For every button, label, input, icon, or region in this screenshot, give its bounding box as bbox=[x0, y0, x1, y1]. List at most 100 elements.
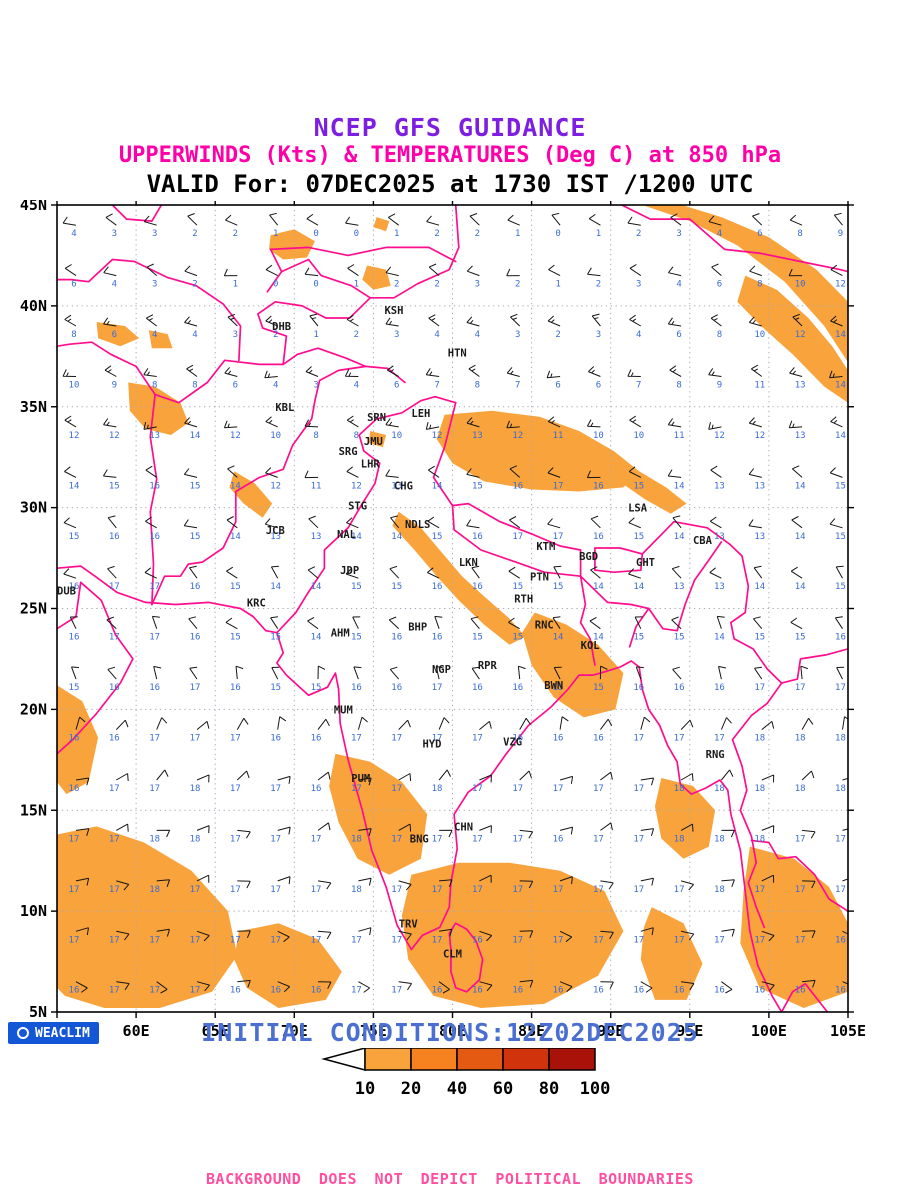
temp-value: 16 bbox=[512, 986, 523, 996]
temp-value: 15 bbox=[795, 633, 806, 643]
temp-value: 17 bbox=[553, 935, 564, 945]
wind-barb bbox=[307, 616, 319, 630]
temp-value: 18 bbox=[149, 885, 160, 895]
border-afghanistan-north bbox=[154, 347, 367, 404]
shaded-region bbox=[96, 322, 140, 347]
city-label: BWN bbox=[544, 680, 563, 692]
wind-barb bbox=[587, 267, 601, 277]
temp-value: 4 bbox=[475, 330, 480, 340]
wind-barb bbox=[506, 367, 520, 377]
temp-value: 17 bbox=[633, 784, 644, 794]
temp-value: 10 bbox=[270, 431, 281, 441]
wind-barb bbox=[600, 880, 614, 890]
temp-value: 16 bbox=[835, 633, 846, 643]
axis-label-lat: 15N bbox=[20, 801, 47, 819]
wind-barb bbox=[64, 314, 77, 327]
temp-value: 13 bbox=[149, 431, 160, 441]
wind-barb bbox=[62, 216, 77, 226]
axis-label-lat: 20N bbox=[20, 700, 47, 718]
temp-value: 0 bbox=[273, 280, 278, 290]
temp-value: 7 bbox=[636, 380, 641, 390]
temp-value: 17 bbox=[512, 885, 523, 895]
wind-barb bbox=[427, 516, 440, 529]
temp-value: 17 bbox=[754, 683, 765, 693]
temp-value: 17 bbox=[754, 935, 765, 945]
temp-value: 16 bbox=[593, 532, 604, 542]
wind-barb bbox=[103, 317, 117, 327]
wind-barb bbox=[508, 566, 520, 579]
wind-barb bbox=[317, 822, 331, 831]
temp-value: 17 bbox=[835, 683, 846, 693]
wind-barb bbox=[308, 515, 319, 529]
border-himalaya-north bbox=[432, 401, 582, 578]
wind-barb bbox=[75, 927, 89, 936]
temp-value: 17 bbox=[432, 885, 443, 895]
temp-value: 14 bbox=[230, 532, 241, 542]
temp-value: 14 bbox=[795, 481, 806, 491]
wind-barb bbox=[309, 313, 319, 327]
temp-value: 16 bbox=[69, 986, 80, 996]
wind-barb bbox=[668, 266, 682, 277]
border-iran-afghanistan bbox=[149, 393, 158, 606]
temp-value: 16 bbox=[674, 683, 685, 693]
temp-value: 17 bbox=[351, 935, 362, 945]
temp-value: 1 bbox=[555, 280, 560, 290]
wind-barb bbox=[277, 876, 291, 885]
city-label: LEH bbox=[411, 408, 430, 420]
axis-label-lat: 25N bbox=[20, 600, 47, 618]
wind-barb bbox=[761, 981, 775, 992]
temp-value: 14 bbox=[432, 481, 443, 491]
shaded-region bbox=[640, 907, 703, 1000]
weaclim-logo[interactable]: WEACLIM bbox=[8, 1022, 99, 1044]
wind-barb bbox=[345, 216, 359, 226]
wind-barb bbox=[634, 616, 643, 629]
wind-barb bbox=[434, 615, 443, 629]
temp-value: 9 bbox=[112, 380, 117, 390]
temp-value: 4 bbox=[676, 280, 681, 290]
logo-text: WEACLIM bbox=[35, 1025, 90, 1041]
city-label: MUM bbox=[334, 704, 353, 716]
temp-value: 15 bbox=[270, 633, 281, 643]
wind-barb bbox=[761, 874, 775, 883]
temp-value: 8 bbox=[313, 431, 318, 441]
temp-value: 3 bbox=[596, 330, 601, 340]
wind-barb bbox=[588, 366, 601, 377]
temp-value: 16 bbox=[754, 986, 765, 996]
temp-value: 15 bbox=[512, 582, 523, 592]
temp-value: 17 bbox=[633, 935, 644, 945]
temp-value: 17 bbox=[472, 885, 483, 895]
temp-value: 16 bbox=[69, 734, 80, 744]
temp-value: 16 bbox=[472, 532, 483, 542]
wind-barb bbox=[277, 930, 290, 943]
wind-barb bbox=[225, 617, 238, 630]
wind-barb bbox=[789, 214, 803, 226]
temp-value: 17 bbox=[472, 834, 483, 844]
temp-value: 16 bbox=[472, 986, 483, 996]
temp-value: 16 bbox=[633, 986, 644, 996]
wind-barb bbox=[305, 366, 319, 377]
wind-barb bbox=[640, 927, 654, 936]
wind-barb bbox=[64, 466, 77, 478]
temp-value: 3 bbox=[112, 229, 117, 239]
wind-barb bbox=[546, 370, 561, 379]
wind-barb bbox=[466, 316, 480, 327]
temp-value: 0 bbox=[555, 229, 560, 239]
wind-barb bbox=[64, 415, 77, 428]
wind-barb bbox=[62, 369, 77, 377]
temp-value: 18 bbox=[674, 784, 685, 794]
temp-value: 15 bbox=[633, 481, 644, 491]
city-label: STG bbox=[348, 501, 367, 513]
temp-value: 16 bbox=[593, 481, 604, 491]
temp-value: 6 bbox=[757, 229, 762, 239]
temp-value: 16 bbox=[432, 582, 443, 592]
temp-value: 11 bbox=[754, 380, 765, 390]
wind-barb bbox=[752, 213, 763, 226]
temp-value: 17 bbox=[311, 935, 322, 945]
wind-barb bbox=[716, 615, 725, 629]
wind-barb bbox=[479, 930, 493, 942]
temp-value: 15 bbox=[270, 683, 281, 693]
wind-barb bbox=[830, 315, 843, 327]
temp-value: 17 bbox=[432, 935, 443, 945]
shaded-region bbox=[148, 330, 173, 349]
temp-value: 17 bbox=[149, 734, 160, 744]
